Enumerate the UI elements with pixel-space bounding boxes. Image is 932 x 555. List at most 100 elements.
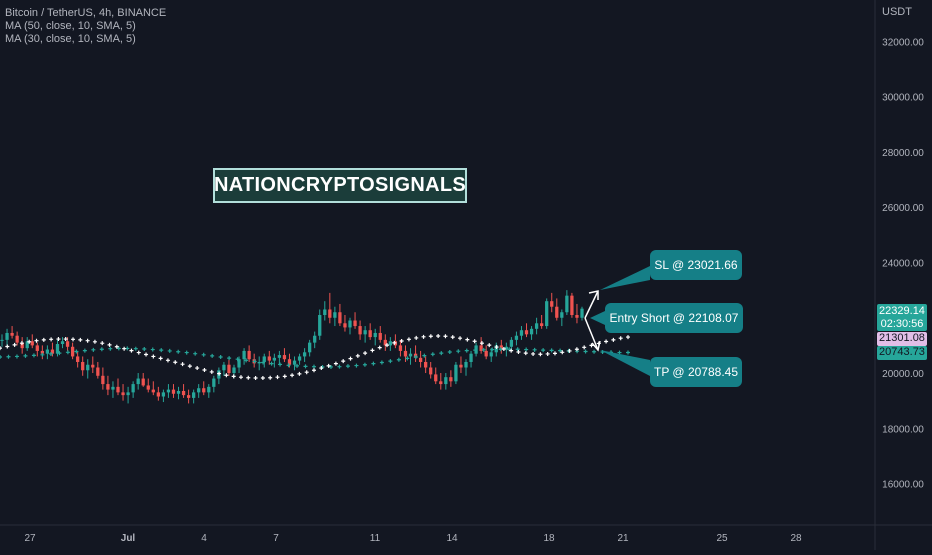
candle-body[interactable]: [96, 367, 100, 376]
candle-body[interactable]: [282, 355, 287, 360]
candle-body[interactable]: [499, 345, 503, 350]
candle-body[interactable]: [464, 361, 468, 368]
candle-body[interactable]: [20, 342, 24, 349]
stop-loss-callout[interactable]: SL @ 23021.66: [650, 250, 742, 280]
candle-body[interactable]: [519, 330, 524, 336]
take-profit-callout[interactable]: TP @ 20788.45: [650, 357, 742, 387]
candle-body[interactable]: [186, 395, 191, 398]
candle-body[interactable]: [479, 345, 483, 351]
candle-body[interactable]: [156, 392, 160, 397]
candle-body[interactable]: [323, 309, 327, 315]
candle-body[interactable]: [91, 364, 95, 368]
candle-body[interactable]: [484, 350, 488, 357]
candle-body[interactable]: [358, 326, 362, 335]
candle-body[interactable]: [555, 306, 559, 318]
legend-title[interactable]: Bitcoin / TetherUS, 4h, BINANCE: [5, 7, 167, 19]
candle-body[interactable]: [580, 308, 584, 318]
candle-body[interactable]: [176, 390, 181, 394]
candle-body[interactable]: [111, 386, 115, 390]
candle-body[interactable]: [403, 350, 408, 357]
candle-body[interactable]: [262, 356, 266, 362]
candle-body[interactable]: [161, 392, 166, 397]
candle-body[interactable]: [151, 389, 155, 393]
candle-body[interactable]: [10, 332, 14, 336]
candle-body[interactable]: [449, 377, 453, 382]
candle-body[interactable]: [333, 312, 337, 318]
candle-body[interactable]: [338, 312, 342, 324]
candle-body[interactable]: [408, 353, 413, 357]
candle-body[interactable]: [15, 335, 19, 343]
candle-body[interactable]: [5, 332, 9, 340]
candle-body[interactable]: [550, 301, 554, 307]
candle-body[interactable]: [524, 330, 529, 335]
candle-body[interactable]: [277, 355, 282, 358]
candle-body[interactable]: [106, 384, 110, 390]
candle-body[interactable]: [45, 349, 50, 354]
candle-body[interactable]: [192, 392, 196, 398]
candle-body[interactable]: [434, 374, 438, 382]
candle-body[interactable]: [136, 378, 140, 385]
candle-body[interactable]: [0, 339, 4, 341]
candle-body[interactable]: [378, 332, 382, 340]
candle-body[interactable]: [454, 364, 458, 382]
candle-body[interactable]: [171, 389, 176, 394]
candle-body[interactable]: [141, 378, 145, 386]
candle-body[interactable]: [207, 386, 211, 393]
candle-body[interactable]: [202, 388, 206, 393]
candle-body[interactable]: [429, 367, 433, 375]
candle-body[interactable]: [257, 361, 261, 364]
candle-body[interactable]: [227, 364, 231, 374]
candle-body[interactable]: [181, 390, 186, 396]
candle-body[interactable]: [55, 344, 60, 354]
candle-body[interactable]: [272, 357, 276, 361]
candle-body[interactable]: [560, 312, 564, 318]
candle-body[interactable]: [565, 295, 569, 313]
candle-body[interactable]: [328, 309, 332, 318]
candle-body[interactable]: [232, 367, 236, 374]
candle-body[interactable]: [348, 320, 352, 328]
candle-body[interactable]: [121, 392, 125, 396]
candle-body[interactable]: [343, 323, 347, 328]
candle-body[interactable]: [242, 350, 246, 360]
x-axis[interactable]: 27 Jul 4 7 11 14 18 21 25 28: [24, 533, 802, 544]
candle-body[interactable]: [166, 389, 171, 393]
candle-body[interactable]: [570, 295, 574, 315]
candle-body[interactable]: [383, 339, 387, 346]
candle-body[interactable]: [297, 356, 302, 361]
candle-body[interactable]: [373, 332, 377, 338]
candle-body[interactable]: [212, 378, 216, 387]
candle-body[interactable]: [237, 359, 241, 368]
candle-body[interactable]: [313, 335, 317, 343]
candle-body[interactable]: [388, 341, 392, 346]
candle-body[interactable]: [70, 346, 75, 357]
candle-body[interactable]: [50, 349, 55, 354]
candle-body[interactable]: [126, 392, 130, 396]
candle-body[interactable]: [575, 315, 579, 318]
candle-body[interactable]: [418, 357, 423, 362]
candle-body[interactable]: [353, 320, 357, 327]
candle-body[interactable]: [504, 346, 508, 350]
candle-body[interactable]: [459, 364, 463, 368]
candle-body[interactable]: [76, 356, 80, 362]
candle-body[interactable]: [222, 364, 226, 371]
candle-body[interactable]: [86, 364, 90, 371]
candle-body[interactable]: [469, 353, 473, 362]
candle-body[interactable]: [302, 352, 307, 357]
legend-ma1[interactable]: MA (50, close, 10, SMA, 5): [5, 20, 136, 32]
candle-body[interactable]: [65, 341, 70, 347]
candle-body[interactable]: [131, 384, 135, 393]
candle-body[interactable]: [540, 323, 544, 327]
candle-body[interactable]: [444, 377, 448, 385]
legend-ma2[interactable]: MA (30, close, 10, SMA, 5): [5, 33, 136, 45]
candle-body[interactable]: [529, 328, 534, 335]
candle-body[interactable]: [116, 386, 120, 393]
candle-body[interactable]: [81, 361, 85, 371]
candle-body[interactable]: [514, 335, 519, 340]
candle-body[interactable]: [292, 360, 297, 365]
candle-body[interactable]: [363, 330, 367, 335]
candle-body[interactable]: [60, 341, 65, 345]
candle-body[interactable]: [509, 339, 514, 347]
candle-body[interactable]: [25, 341, 29, 349]
